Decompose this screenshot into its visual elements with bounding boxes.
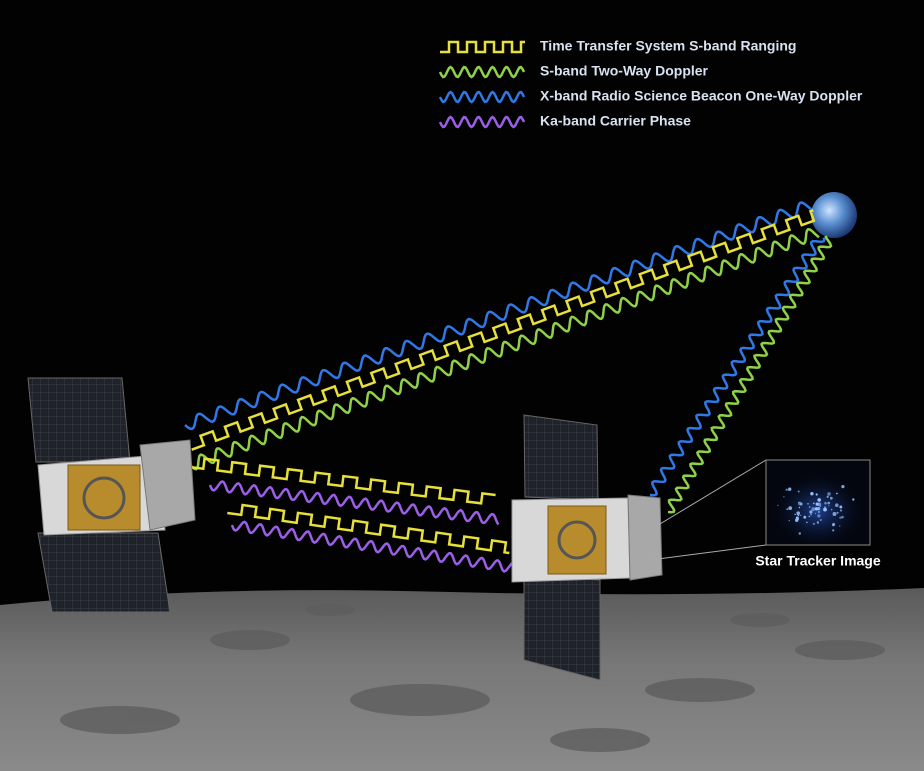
satellite-a — [27, 377, 196, 613]
star — [838, 525, 841, 527]
satellite-b — [511, 414, 663, 681]
star — [808, 515, 810, 518]
moon-surface — [0, 588, 924, 771]
callout-line — [649, 459, 767, 531]
signal-wave — [230, 520, 515, 573]
legend-swatch — [438, 115, 526, 129]
star — [839, 516, 842, 519]
star — [839, 509, 843, 512]
star — [828, 505, 830, 507]
star — [823, 506, 827, 509]
signal-wave — [189, 227, 820, 471]
star — [817, 514, 821, 518]
star — [794, 513, 796, 516]
star — [841, 485, 845, 489]
signal-wave — [227, 503, 510, 555]
star — [836, 492, 838, 495]
star — [815, 493, 818, 496]
star — [800, 514, 802, 516]
signal-wave — [208, 480, 500, 526]
star — [797, 490, 800, 493]
star — [803, 515, 807, 519]
signal-wave — [667, 235, 833, 514]
star — [832, 512, 837, 516]
legend-swatch — [438, 90, 526, 104]
star — [812, 502, 815, 505]
earth — [811, 192, 857, 238]
star — [831, 509, 833, 511]
star — [815, 507, 818, 511]
signal-wave — [649, 237, 826, 497]
star-tracker-label: Star Tracker Image — [755, 553, 881, 569]
legend-label: X-band Radio Science Beacon One-Way Dopp… — [540, 88, 863, 104]
star — [819, 518, 822, 522]
signal-wave — [191, 209, 816, 451]
star — [783, 496, 785, 498]
star — [807, 503, 809, 505]
legend-label: S-band Two-Way Doppler — [540, 63, 709, 79]
star — [777, 504, 779, 506]
star — [806, 521, 808, 524]
legend: Time Transfer System S-band Ranging S-ban… — [438, 38, 863, 129]
star — [826, 495, 829, 498]
star — [817, 498, 821, 502]
star — [836, 511, 839, 514]
legend-swatch — [438, 65, 526, 79]
star — [811, 507, 816, 512]
star — [788, 519, 790, 522]
star — [788, 487, 792, 491]
star — [852, 498, 855, 501]
star — [841, 515, 844, 519]
signal-waves — [184, 201, 833, 573]
star — [827, 492, 831, 496]
star — [810, 492, 814, 496]
star — [795, 518, 799, 522]
star — [824, 508, 826, 510]
craters — [60, 604, 885, 752]
star — [785, 488, 788, 491]
star — [839, 505, 843, 509]
star — [835, 503, 839, 508]
signal-wave — [189, 457, 496, 505]
star-tracker-glow — [767, 461, 869, 544]
star — [815, 502, 819, 506]
signal-wave — [184, 201, 813, 431]
star — [788, 506, 793, 510]
star — [810, 513, 812, 516]
star — [786, 508, 789, 510]
callout-line — [649, 544, 767, 561]
star — [796, 511, 800, 515]
star — [829, 496, 833, 500]
star — [808, 506, 811, 508]
star — [798, 506, 801, 509]
star — [814, 512, 817, 514]
star — [827, 501, 831, 505]
star — [797, 514, 800, 517]
star — [824, 501, 827, 505]
star — [816, 521, 820, 524]
legend-label: Ka-band Carrier Phase — [540, 113, 691, 129]
star — [809, 510, 813, 514]
star — [798, 501, 802, 506]
star — [832, 522, 836, 526]
star — [832, 529, 835, 532]
legend-swatch — [440, 40, 525, 54]
star — [817, 510, 821, 514]
star-field — [777, 485, 855, 535]
star — [819, 505, 822, 508]
star — [817, 507, 821, 511]
star — [798, 532, 801, 535]
star — [812, 522, 816, 525]
legend-label: Time Transfer System S-band Ranging — [540, 38, 796, 54]
